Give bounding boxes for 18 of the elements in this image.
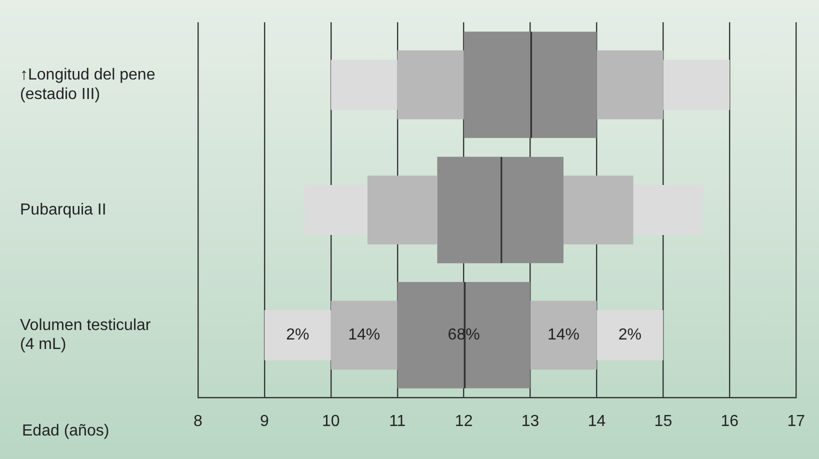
x-tick-label: 14 [588, 412, 606, 430]
x-tick-label: 8 [194, 412, 203, 430]
annotation: 14% [348, 326, 380, 344]
x-tick-label: 10 [322, 412, 340, 430]
annotation: 2% [618, 326, 642, 344]
x-tick-label: 15 [654, 412, 672, 430]
y-tick-label: Pubarquia II [20, 201, 106, 218]
x-tick-label: 11 [389, 412, 406, 430]
x-tick-label: 16 [720, 412, 739, 430]
y-tick-label: ↑Longitud del pene (estadio III) [20, 66, 156, 103]
annotation: 14% [547, 326, 580, 344]
x-tick-label: 13 [521, 412, 540, 430]
x-tick-label: 12 [454, 412, 473, 430]
annotation: 2% [286, 326, 310, 344]
x-tick-label: 17 [787, 412, 806, 430]
x-axis-title: Edad (años) [22, 422, 110, 440]
y-tick-label: Volumen testicular (4 mL) [20, 317, 152, 354]
x-tick-label: 9 [260, 412, 270, 430]
